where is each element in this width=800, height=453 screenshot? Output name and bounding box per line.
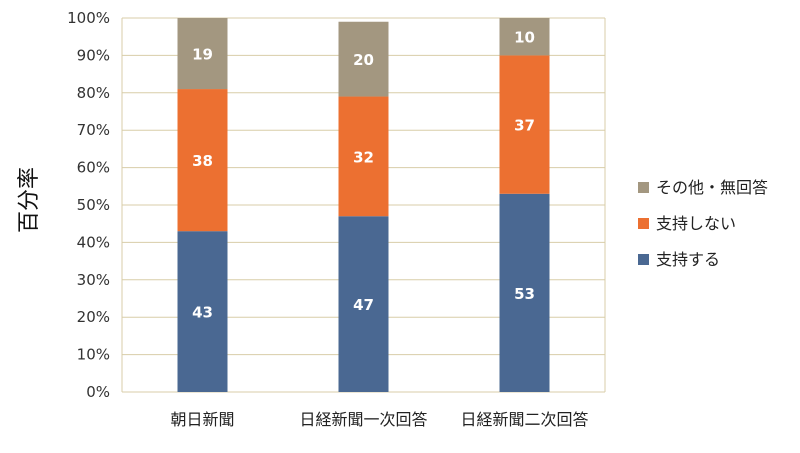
- bar-segment: [338, 96, 389, 217]
- y-tick-label: 30%: [77, 271, 110, 289]
- data-label: 32: [353, 148, 374, 166]
- legend-swatch: [638, 218, 649, 229]
- y-tick-label: 10%: [77, 346, 110, 364]
- data-label: 10: [514, 29, 535, 47]
- legend-swatch: [638, 182, 649, 193]
- x-category-label: 朝日新聞: [170, 410, 234, 429]
- data-label: 47: [353, 296, 374, 314]
- bar-segment: [338, 21, 389, 97]
- x-category-label: 日経新聞二次回答: [460, 410, 588, 429]
- legend-swatch: [638, 254, 649, 265]
- bar-segment: [177, 231, 228, 392]
- y-tick-label: 90%: [77, 46, 110, 64]
- y-axis-label: 百分率: [17, 167, 42, 233]
- data-label: 19: [192, 46, 213, 64]
- data-label: 53: [514, 285, 535, 303]
- bar-segment: [338, 216, 389, 392]
- y-axis-ticks: 0% 10% 20% 30% 40% 50% 60% 70% 80% 90% 100%: [67, 9, 110, 401]
- y-tick-label: 50%: [77, 196, 110, 214]
- bars: [177, 18, 550, 392]
- data-label: 38: [192, 152, 213, 170]
- x-category-label: 日経新聞一次回答: [299, 410, 427, 429]
- bar-segment: [499, 18, 550, 56]
- legend-label: その他・無回答: [656, 178, 768, 197]
- y-tick-label: 40%: [77, 233, 110, 251]
- bar-segment: [499, 193, 550, 392]
- data-label: 43: [192, 304, 213, 322]
- y-tick-label: 70%: [77, 121, 110, 139]
- y-tick-label: 60%: [77, 159, 110, 177]
- data-label: 20: [353, 51, 374, 69]
- y-tick-label: 20%: [77, 308, 110, 326]
- bar-segment: [177, 18, 228, 90]
- x-axis-categories: 朝日新聞 日経新聞一次回答 日経新聞二次回答: [170, 410, 588, 429]
- legend-label: 支持する: [656, 250, 720, 269]
- y-tick-label: 100%: [67, 9, 110, 27]
- data-label: 37: [514, 117, 535, 135]
- bar-segment: [177, 89, 228, 232]
- y-tick-label: 80%: [77, 84, 110, 102]
- bar-segment: [499, 55, 550, 194]
- data-labels: 43 38 19 47 32 20 53 37 10: [192, 29, 535, 322]
- legend-label: 支持しない: [656, 214, 736, 233]
- y-tick-label: 0%: [86, 383, 110, 401]
